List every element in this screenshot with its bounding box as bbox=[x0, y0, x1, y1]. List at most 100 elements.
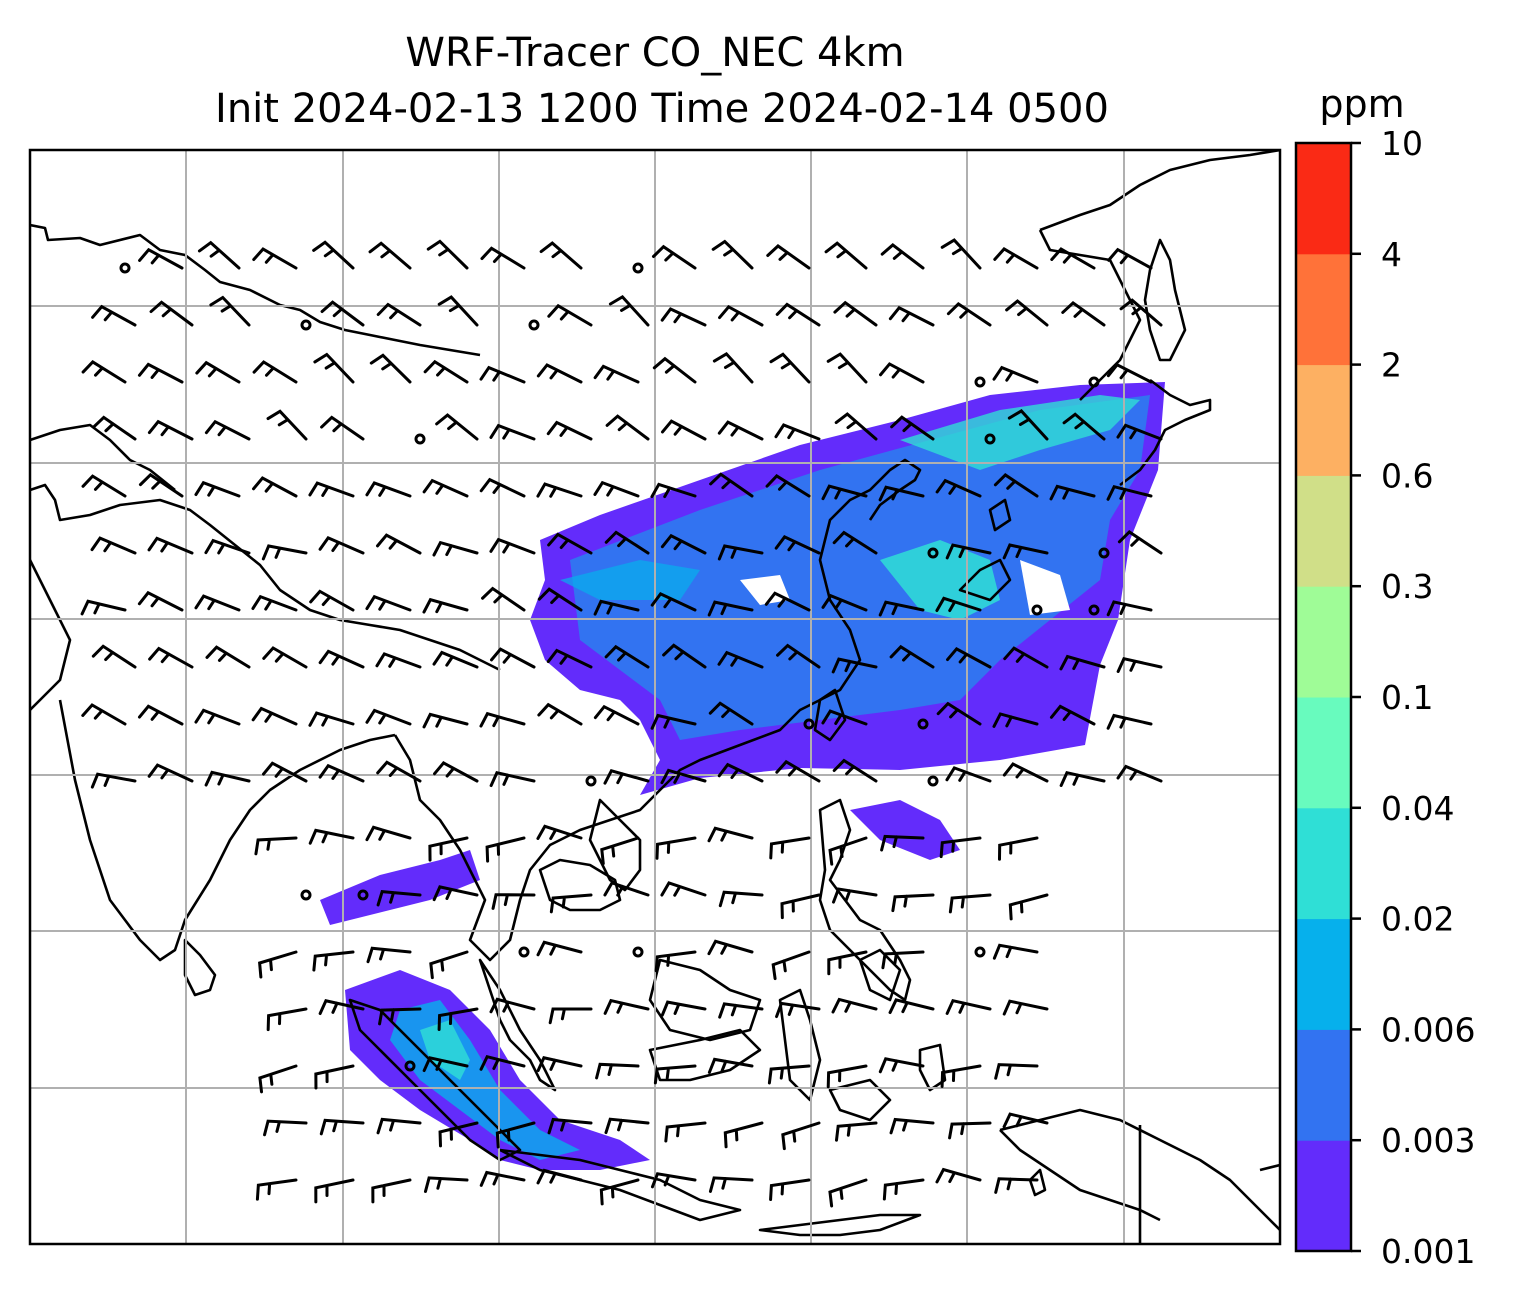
wind-barb bbox=[258, 1064, 298, 1094]
wind-barb bbox=[948, 1121, 992, 1140]
calm-wind-marker bbox=[632, 262, 644, 274]
calm-wind-marker bbox=[518, 946, 530, 958]
wind-barb bbox=[831, 657, 878, 674]
wind-barb bbox=[433, 761, 479, 783]
wind-barb bbox=[319, 1118, 365, 1136]
wind-barb bbox=[495, 1121, 536, 1149]
wind-barb bbox=[546, 420, 593, 441]
wind-barb bbox=[138, 247, 184, 270]
wind-barb bbox=[320, 415, 365, 441]
wind-barb bbox=[603, 768, 650, 785]
wind-barb bbox=[1117, 530, 1163, 555]
wind-barb bbox=[489, 537, 536, 555]
wind-barb bbox=[603, 998, 650, 1015]
wind-barb bbox=[137, 704, 184, 726]
wind-barb bbox=[664, 1121, 707, 1143]
wind-barb bbox=[775, 1001, 821, 1019]
colorbar-band bbox=[1296, 143, 1351, 255]
wind-barb bbox=[422, 597, 469, 614]
wind-barb bbox=[148, 646, 194, 669]
wind-barb bbox=[205, 645, 251, 669]
colorbar-band bbox=[1296, 364, 1351, 476]
wind-barb bbox=[662, 643, 707, 669]
wind-barb bbox=[833, 300, 878, 327]
wind-barb bbox=[769, 1178, 811, 1202]
calm-wind-marker bbox=[300, 319, 312, 331]
wind-barb bbox=[832, 530, 878, 555]
wind-barb bbox=[1107, 247, 1153, 270]
wind-barb bbox=[765, 474, 811, 498]
wind-barb bbox=[946, 301, 992, 327]
wind-barb bbox=[318, 999, 365, 1016]
wind-barb bbox=[652, 356, 697, 384]
wind-barb bbox=[432, 885, 479, 902]
wind-barb bbox=[1008, 893, 1049, 921]
wind-barb bbox=[437, 295, 479, 327]
wind-barb bbox=[432, 540, 479, 557]
wind-barb bbox=[709, 472, 754, 498]
wind-barb bbox=[604, 644, 650, 669]
wind-barb bbox=[878, 1057, 925, 1074]
wind-barb bbox=[536, 940, 583, 957]
colorbar-band bbox=[1296, 1029, 1351, 1141]
wind-barb bbox=[832, 887, 878, 904]
wind-barb bbox=[1061, 301, 1106, 327]
wind-barb bbox=[1116, 656, 1163, 673]
wind-barb bbox=[1106, 362, 1153, 384]
calm-wind-marker bbox=[300, 889, 312, 901]
wind-barb bbox=[536, 363, 583, 384]
wind-barb bbox=[879, 362, 925, 384]
wind-barb bbox=[312, 950, 355, 972]
wind-barb bbox=[91, 644, 137, 669]
colorbar-tick-label: 0.001 bbox=[1381, 1232, 1475, 1271]
colorbar-unit-label: ppm bbox=[1319, 82, 1404, 126]
wind-barb bbox=[197, 240, 241, 270]
calm-wind-marker bbox=[974, 946, 986, 958]
wind-barb bbox=[781, 1121, 821, 1151]
wind-barb bbox=[195, 360, 241, 384]
wind-barb bbox=[489, 423, 536, 441]
wind-barb bbox=[821, 709, 868, 726]
wind-barb bbox=[547, 1117, 593, 1135]
colorbar-ticks: 0.001 0.003 0.006 0.02 0.04 0.1 0.3 0.6 2 4 10 bbox=[1351, 124, 1475, 1271]
wind-barb bbox=[707, 826, 754, 843]
calm-wind-marker bbox=[984, 433, 996, 445]
wind-barb bbox=[603, 881, 650, 897]
wind-barb bbox=[1002, 543, 1049, 560]
calm-wind-marker bbox=[119, 262, 131, 274]
wind-barb bbox=[312, 240, 355, 270]
wind-barb bbox=[308, 828, 355, 845]
wind-barb bbox=[605, 414, 650, 441]
wind-barb bbox=[423, 1176, 469, 1193]
wind-barb bbox=[650, 1172, 697, 1189]
calm-wind-marker bbox=[927, 775, 939, 787]
wind-barb bbox=[940, 1064, 982, 1088]
wind-barb bbox=[707, 939, 754, 956]
wind-barb bbox=[138, 472, 184, 498]
wind-barb bbox=[708, 701, 754, 726]
wind-barb bbox=[366, 946, 412, 964]
wind-barb bbox=[834, 412, 878, 441]
wind-barb bbox=[655, 836, 697, 860]
wind-barb bbox=[536, 1168, 583, 1185]
wind-barb bbox=[1059, 770, 1106, 787]
wind-barb bbox=[547, 303, 593, 327]
wind-barb bbox=[481, 586, 526, 612]
wind-barb bbox=[935, 478, 982, 498]
wind-barb bbox=[1005, 299, 1049, 327]
wind-barb bbox=[547, 532, 593, 555]
wind-barb bbox=[1002, 999, 1049, 1016]
wind-barb bbox=[831, 997, 878, 1014]
wind-barb bbox=[537, 587, 583, 612]
wind-barb bbox=[376, 302, 422, 327]
wind-barb bbox=[437, 1007, 479, 1032]
wind-barb bbox=[422, 712, 469, 729]
wind-barb bbox=[604, 530, 650, 555]
wind-barb bbox=[1049, 484, 1096, 501]
wind-barb bbox=[653, 1064, 697, 1085]
wind-barb bbox=[376, 889, 422, 907]
calm-wind-marker bbox=[1088, 376, 1100, 388]
wind-barb bbox=[593, 364, 640, 384]
wind-barb bbox=[549, 893, 593, 914]
